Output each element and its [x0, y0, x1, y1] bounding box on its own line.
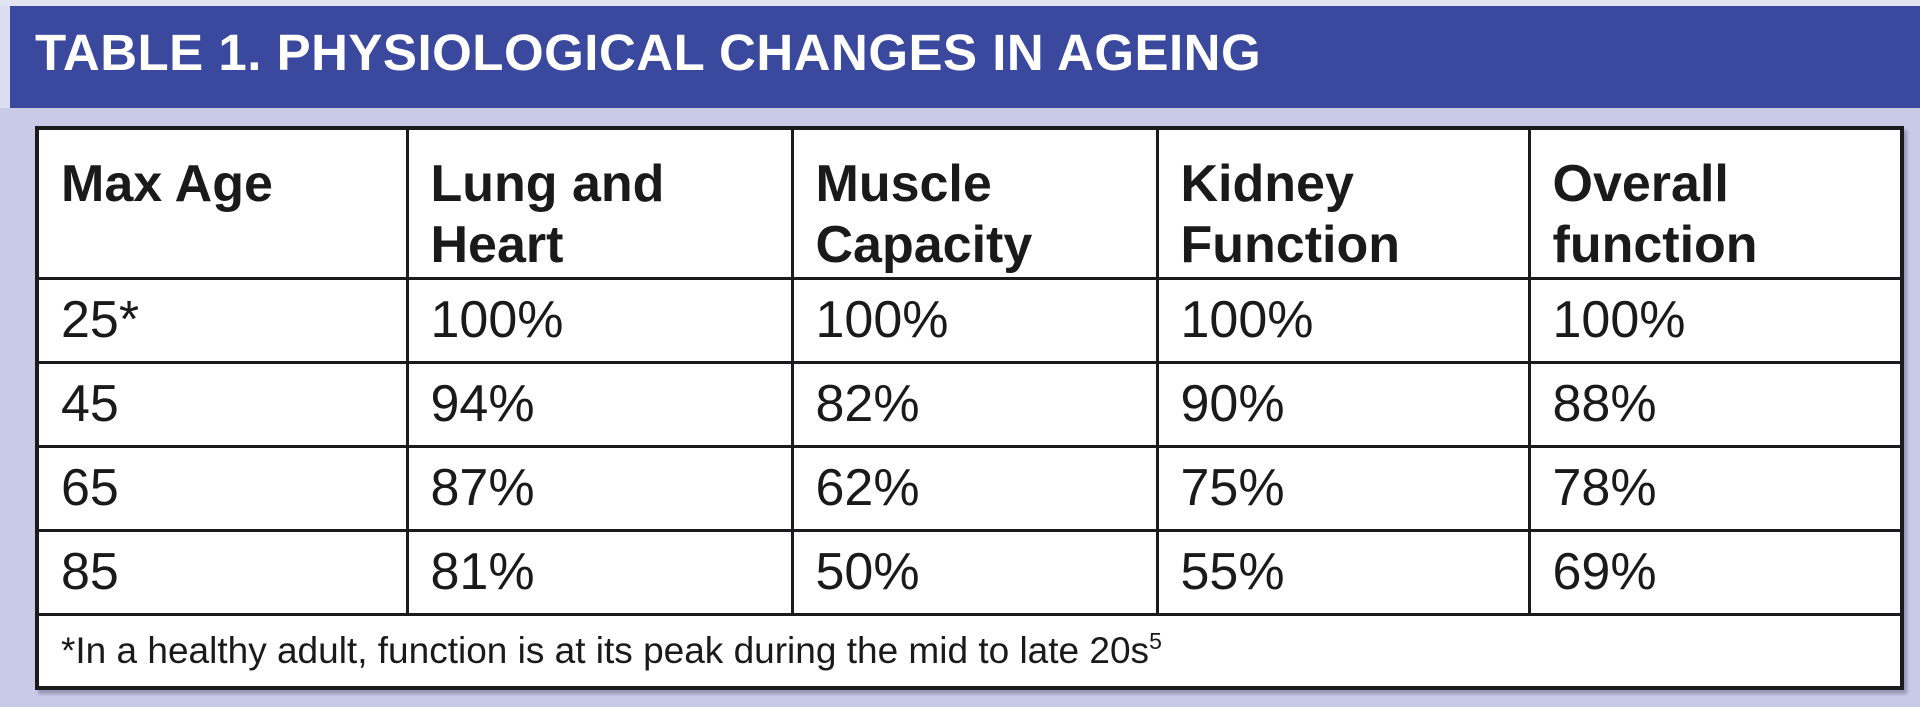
table-title-banner: TABLE 1. PHYSIOLOGICAL CHANGES IN AGEING — [10, 6, 1920, 108]
page-title: TABLE 1. PHYSIOLOGICAL CHANGES IN AGEING — [35, 23, 1262, 81]
table-cell: 45 — [35, 360, 409, 448]
header-cell-overall-function: Overall function — [1527, 126, 1904, 280]
table-cell: 90% — [1155, 360, 1531, 448]
table-cell: 50% — [790, 528, 1159, 616]
footnote-cell: *In a healthy adult, function is at its … — [35, 612, 1904, 690]
table-cell: 100% — [405, 276, 794, 364]
table-footnote-row: *In a healthy adult, function is at its … — [35, 612, 1904, 690]
header-cell-max-age: Max Age — [35, 126, 409, 280]
table-cell: 65 — [35, 444, 409, 532]
table-row-age-25: 25* 100% 100% 100% 100% — [35, 276, 1904, 364]
table-cell: 81% — [405, 528, 794, 616]
table-cell: 94% — [405, 360, 794, 448]
footnote-text: *In a healthy adult, function is at its … — [61, 630, 1150, 672]
table-cell: 85 — [35, 528, 409, 616]
table-cell: 82% — [790, 360, 1159, 448]
page-top-margin — [0, 0, 1920, 6]
table-cell: 55% — [1155, 528, 1531, 616]
table-header-row: Max Age Lung and Heart Muscle Capacity K… — [35, 126, 1904, 280]
table-cell: 62% — [790, 444, 1159, 532]
table-cell: 78% — [1527, 444, 1904, 532]
table-cell: 75% — [1155, 444, 1531, 532]
footnote-reference-superscript: 5 — [1149, 628, 1162, 655]
table-row-age-65: 65 87% 62% 75% 78% — [35, 444, 1904, 532]
table-cell: 100% — [790, 276, 1159, 364]
table-row-age-85: 85 81% 50% 55% 69% — [35, 528, 1904, 616]
header-cell-lung-heart: Lung and Heart — [405, 126, 794, 280]
table-cell: 100% — [1527, 276, 1904, 364]
table-row: Max Age Lung and Heart Muscle Capacity K… — [35, 126, 1904, 280]
header-cell-muscle-capacity: Muscle Capacity — [790, 126, 1159, 280]
table-cell: 100% — [1155, 276, 1531, 364]
table-row-age-45: 45 94% 82% 90% 88% — [35, 360, 1904, 448]
table-cell: 88% — [1527, 360, 1904, 448]
physiological-changes-table: Max Age Lung and Heart Muscle Capacity K… — [35, 126, 1904, 691]
header-cell-kidney-function: Kidney Function — [1155, 126, 1531, 280]
page-left-margin — [0, 6, 10, 108]
table-cell: 87% — [405, 444, 794, 532]
table-cell: 69% — [1527, 528, 1904, 616]
table-cell: 25* — [35, 276, 409, 364]
